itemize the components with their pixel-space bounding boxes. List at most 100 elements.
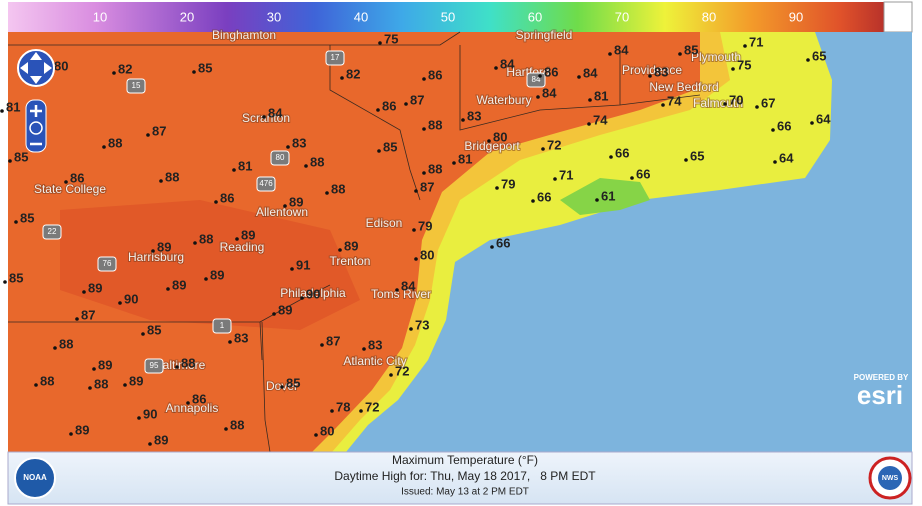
temperature-label: 66 <box>537 189 551 204</box>
pan-arrows[interactable] <box>20 52 52 84</box>
temperature-label: 82 <box>346 66 360 81</box>
place-label: Waterbury <box>477 93 532 107</box>
station-dot <box>577 75 581 79</box>
temperature-label: 70 <box>729 92 743 107</box>
temperature-label: 88 <box>310 154 324 169</box>
station-dot <box>608 52 612 56</box>
temperature-label: 87 <box>81 307 95 322</box>
station-dot <box>587 122 591 126</box>
temperature-label: 85 <box>198 60 212 75</box>
zoom-buttons[interactable] <box>30 105 42 146</box>
temperature-label: 85 <box>9 270 23 285</box>
station-dot <box>186 401 190 405</box>
temperature-label: 83 <box>292 135 306 150</box>
temperature-label: 75 <box>737 57 751 72</box>
temperature-label: 75 <box>384 31 398 46</box>
zoom-control[interactable] <box>25 99 47 153</box>
station-dot <box>338 248 342 252</box>
temperature-label: 87 <box>326 333 340 348</box>
globe-button[interactable] <box>29 121 43 135</box>
temperature-label: 83 <box>368 337 382 352</box>
station-dot <box>588 98 592 102</box>
station-dot <box>494 66 498 70</box>
station-dot <box>771 128 775 132</box>
station-dot <box>280 385 284 389</box>
pan-control[interactable] <box>17 49 55 87</box>
temperature-label: 81 <box>238 158 252 173</box>
station-dot <box>340 76 344 80</box>
highway-number: 22 <box>48 227 57 236</box>
temperature-label: 89 <box>344 238 358 253</box>
station-dot <box>304 164 308 168</box>
temperature-label: 89 <box>172 277 186 292</box>
place-label: Toms River <box>371 287 431 301</box>
temperature-label: 83 <box>467 108 481 123</box>
station-dot <box>3 280 7 284</box>
temperature-label: 64 <box>816 111 831 126</box>
temperature-label: 88 <box>94 376 108 391</box>
station-dot <box>376 108 380 112</box>
temperature-label: 88 <box>165 169 179 184</box>
station-dot <box>684 158 688 162</box>
temperature-label: 83 <box>654 64 668 79</box>
station-dot <box>224 427 228 431</box>
station-dot <box>553 177 557 181</box>
place-label: Providence <box>622 63 682 77</box>
station-dot <box>192 70 196 74</box>
temperature-label: 88 <box>181 355 195 370</box>
temperature-label: 71 <box>559 167 573 182</box>
temperature-label: 80 <box>420 247 434 262</box>
scale-label: 20 <box>180 9 194 24</box>
station-dot <box>118 301 122 305</box>
temperature-label: 86 <box>382 98 396 113</box>
scale-label: 80 <box>702 9 716 24</box>
temperature-label: 71 <box>749 34 763 49</box>
highway-shield <box>144 358 164 374</box>
station-dot <box>404 102 408 106</box>
station-dot <box>286 145 290 149</box>
station-dot <box>422 171 426 175</box>
noaa-logo-text: NOAA <box>23 473 47 482</box>
nav-controls[interactable] <box>17 49 55 153</box>
station-dot <box>755 105 759 109</box>
temperature-label: 87 <box>420 179 434 194</box>
station-dot <box>487 139 491 143</box>
scale-label: 40 <box>354 9 368 24</box>
station-dot <box>325 191 329 195</box>
station-dot <box>148 442 152 446</box>
place-label: Reading <box>220 240 265 254</box>
place-label: Scranton <box>242 111 290 125</box>
station-dot <box>166 287 170 291</box>
station-dot <box>175 365 179 369</box>
station-dot <box>214 200 218 204</box>
temperature-label: 89 <box>98 357 112 372</box>
temperature-label: 84 <box>500 56 515 71</box>
highway-shield <box>212 318 232 334</box>
land-warm <box>8 32 700 452</box>
scale-end <box>883 1 913 33</box>
station-dot <box>137 416 141 420</box>
temperature-label: 61 <box>601 188 615 203</box>
temperature-label: 66 <box>777 118 791 133</box>
highway-shield <box>126 78 146 94</box>
highway-shields: 15 17 84 80 476 22 76 1 95 <box>42 50 546 374</box>
station-dot <box>330 409 334 413</box>
place-label: Philadelphia <box>280 286 346 300</box>
temperature-label: 85 <box>20 210 34 225</box>
footer <box>7 451 913 505</box>
place-label: New Bedford <box>649 80 718 94</box>
temperature-label: 67 <box>761 95 775 110</box>
temperature-label: 82 <box>118 61 132 76</box>
boundaries <box>8 31 701 453</box>
station-dot <box>377 149 381 153</box>
station-dot <box>414 257 418 261</box>
scale-label: 60 <box>528 9 542 24</box>
temperature-label: 90 <box>143 406 157 421</box>
station-dot <box>14 220 18 224</box>
temperature-label: 88 <box>40 373 54 388</box>
temperature-label: 88 <box>199 231 213 246</box>
temperature-label: 84 <box>614 42 629 57</box>
temperature-label: 88 <box>428 161 442 176</box>
temperature-label: 80 <box>320 423 334 438</box>
